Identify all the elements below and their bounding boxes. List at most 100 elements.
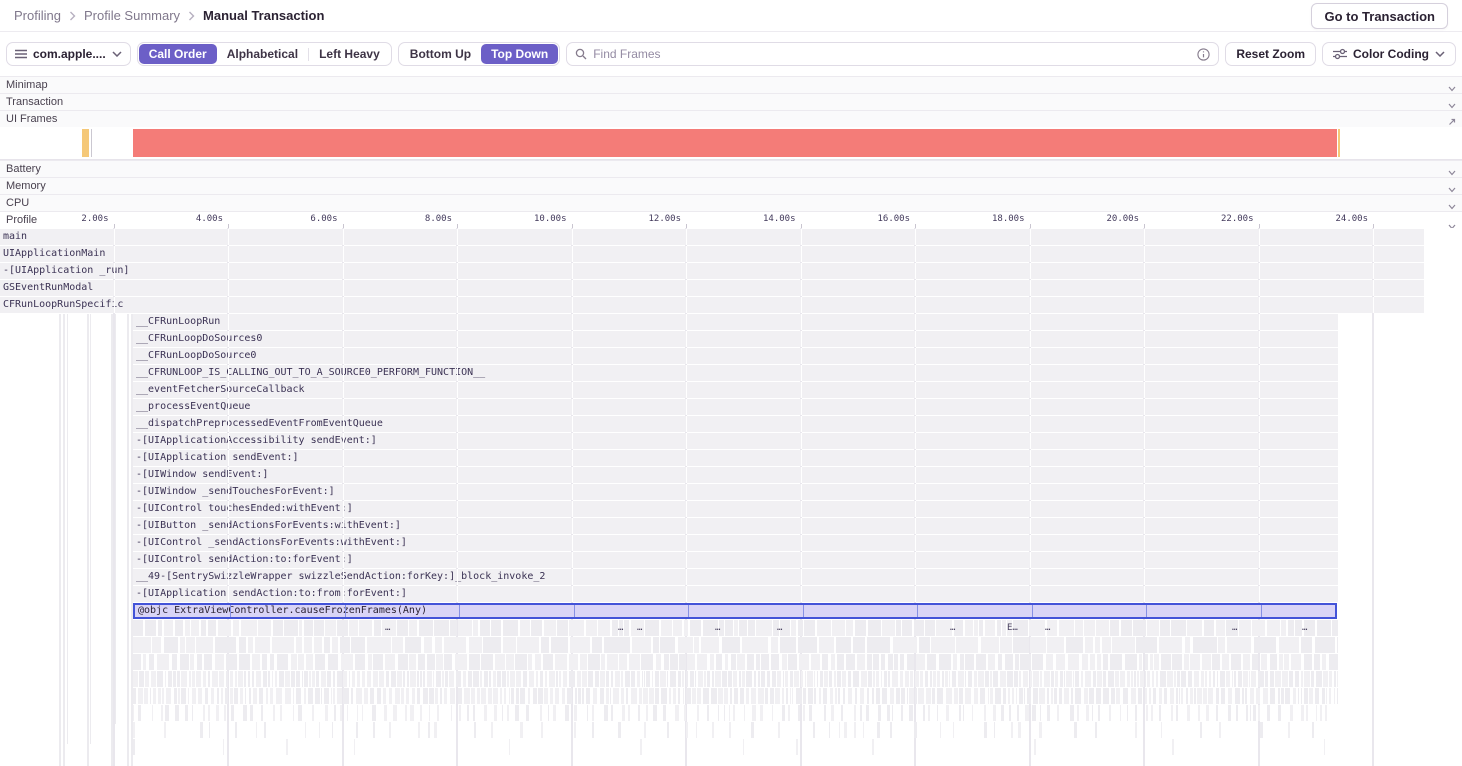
frame-segment[interactable] [945, 671, 948, 687]
frame-segment[interactable] [440, 688, 442, 704]
frame-segment[interactable] [1270, 688, 1275, 704]
frame-segment[interactable] [1218, 637, 1225, 653]
chevron-down-icon[interactable] [1448, 98, 1456, 114]
frame-segment[interactable] [570, 637, 590, 653]
frame-segment[interactable] [541, 722, 543, 738]
frame-segment[interactable] [915, 671, 919, 687]
frame-segment[interactable] [655, 671, 659, 687]
frame-segment[interactable] [428, 722, 430, 738]
frame-segment[interactable] [1086, 705, 1089, 721]
frame-segment[interactable] [1120, 671, 1125, 687]
frame-segment[interactable] [910, 671, 913, 687]
frame-segment[interactable] [1263, 688, 1268, 704]
frame-segment[interactable] [324, 688, 329, 704]
frame-segment[interactable] [733, 671, 737, 687]
frame-segment[interactable] [933, 671, 936, 687]
frame-segment[interactable] [876, 671, 879, 687]
frame-segment[interactable] [1102, 637, 1111, 653]
frame-segment[interactable] [528, 654, 532, 670]
frame-segment[interactable] [829, 722, 830, 738]
frame-segment[interactable] [150, 688, 151, 704]
frame-segment[interactable] [780, 637, 796, 653]
frame-segment[interactable] [234, 688, 238, 704]
frame-segment[interactable] [615, 671, 620, 687]
frame-segment[interactable] [1288, 620, 1294, 636]
frame-segment[interactable] [557, 620, 568, 636]
frame-segment[interactable] [424, 637, 432, 653]
frame-segment[interactable] [1181, 688, 1183, 704]
frame-segment[interactable] [697, 688, 701, 704]
frame-segment[interactable] [1140, 671, 1144, 687]
frame-segment[interactable] [707, 671, 710, 687]
frame-segment[interactable] [1002, 620, 1006, 636]
frame-segment[interactable] [778, 722, 780, 738]
frame-segment[interactable] [813, 722, 815, 738]
frame-segment[interactable] [830, 688, 833, 704]
frame-segment[interactable] [697, 705, 699, 721]
frame-segment[interactable] [152, 637, 161, 653]
frame-segment[interactable] [1007, 671, 1013, 687]
frame-segment[interactable] [1254, 637, 1276, 653]
frame-segment[interactable] [1120, 705, 1121, 721]
frame-segment[interactable] [667, 671, 668, 687]
frame-segment[interactable] [1014, 671, 1018, 687]
frame-segment[interactable] [619, 654, 627, 670]
frame-segment[interactable] [760, 705, 763, 721]
frame-segment[interactable] [729, 705, 730, 721]
frame-segment[interactable] [641, 654, 653, 670]
frame-segment[interactable] [985, 671, 989, 687]
flame-frame[interactable]: __CFRunLoopRun [133, 314, 1338, 330]
frame-segment[interactable] [1281, 688, 1284, 704]
frame-segment[interactable] [887, 705, 890, 721]
slow-frame-bar[interactable] [1338, 129, 1340, 157]
frame-segment[interactable] [1284, 654, 1289, 670]
sort-alphabetical-button[interactable]: Alphabetical [226, 47, 299, 61]
frame-segment[interactable] [578, 688, 581, 704]
frame-segment[interactable] [1064, 671, 1065, 687]
frame-segment[interactable] [1011, 722, 1013, 738]
frame-segment[interactable] [873, 671, 875, 687]
frame-segment[interactable] [299, 620, 302, 636]
frame-segment[interactable] [890, 688, 894, 704]
frame-segment[interactable] [1112, 637, 1135, 653]
frame-segment[interactable] [1226, 620, 1238, 636]
frame-segment[interactable] [1016, 688, 1017, 704]
color-coding-dropdown[interactable]: Color Coding [1322, 42, 1456, 66]
frame-segment[interactable] [631, 671, 635, 687]
frame-segment[interactable] [208, 671, 210, 687]
frame-segment[interactable] [690, 620, 701, 636]
frame-segment[interactable] [291, 671, 295, 687]
frame-segment[interactable] [1075, 671, 1079, 687]
flame-frame[interactable]: GSEventRunModal [0, 280, 1424, 296]
frame-segment[interactable] [420, 705, 422, 721]
frame-segment[interactable] [1092, 705, 1093, 721]
frame-segment[interactable] [722, 637, 740, 653]
frame-segment[interactable] [1054, 688, 1057, 704]
view-top-down-button[interactable]: Top Down [481, 44, 559, 64]
frame-segment[interactable] [896, 620, 901, 636]
frame-segment[interactable] [175, 705, 179, 721]
frame-segment[interactable] [1217, 671, 1218, 687]
frame-segment[interactable] [805, 671, 806, 687]
frame-segment[interactable] [201, 620, 206, 636]
frame-segment[interactable] [239, 654, 250, 670]
frame-segment[interactable] [909, 688, 914, 704]
frame-segment[interactable] [385, 654, 395, 670]
frame-segment[interactable] [190, 654, 194, 670]
frame-segment[interactable] [811, 654, 820, 670]
frame-segment[interactable] [814, 671, 815, 687]
frame-segment[interactable] [619, 620, 623, 636]
frame-segment[interactable] [1159, 705, 1161, 721]
frame-segment[interactable] [149, 654, 154, 670]
frame-segment[interactable] [1219, 722, 1221, 738]
frame-segment[interactable] [192, 688, 196, 704]
frame-segment[interactable] [1334, 671, 1336, 687]
frame-segment[interactable] [205, 688, 208, 704]
frame-segment[interactable] [1334, 688, 1335, 704]
frame-segment[interactable] [655, 688, 659, 704]
frame-segment[interactable] [1260, 722, 1263, 738]
frame-segment[interactable] [1003, 688, 1006, 704]
frame-segment[interactable] [1008, 688, 1010, 704]
frame-segment[interactable] [351, 637, 365, 653]
frame-segment[interactable] [592, 705, 594, 721]
